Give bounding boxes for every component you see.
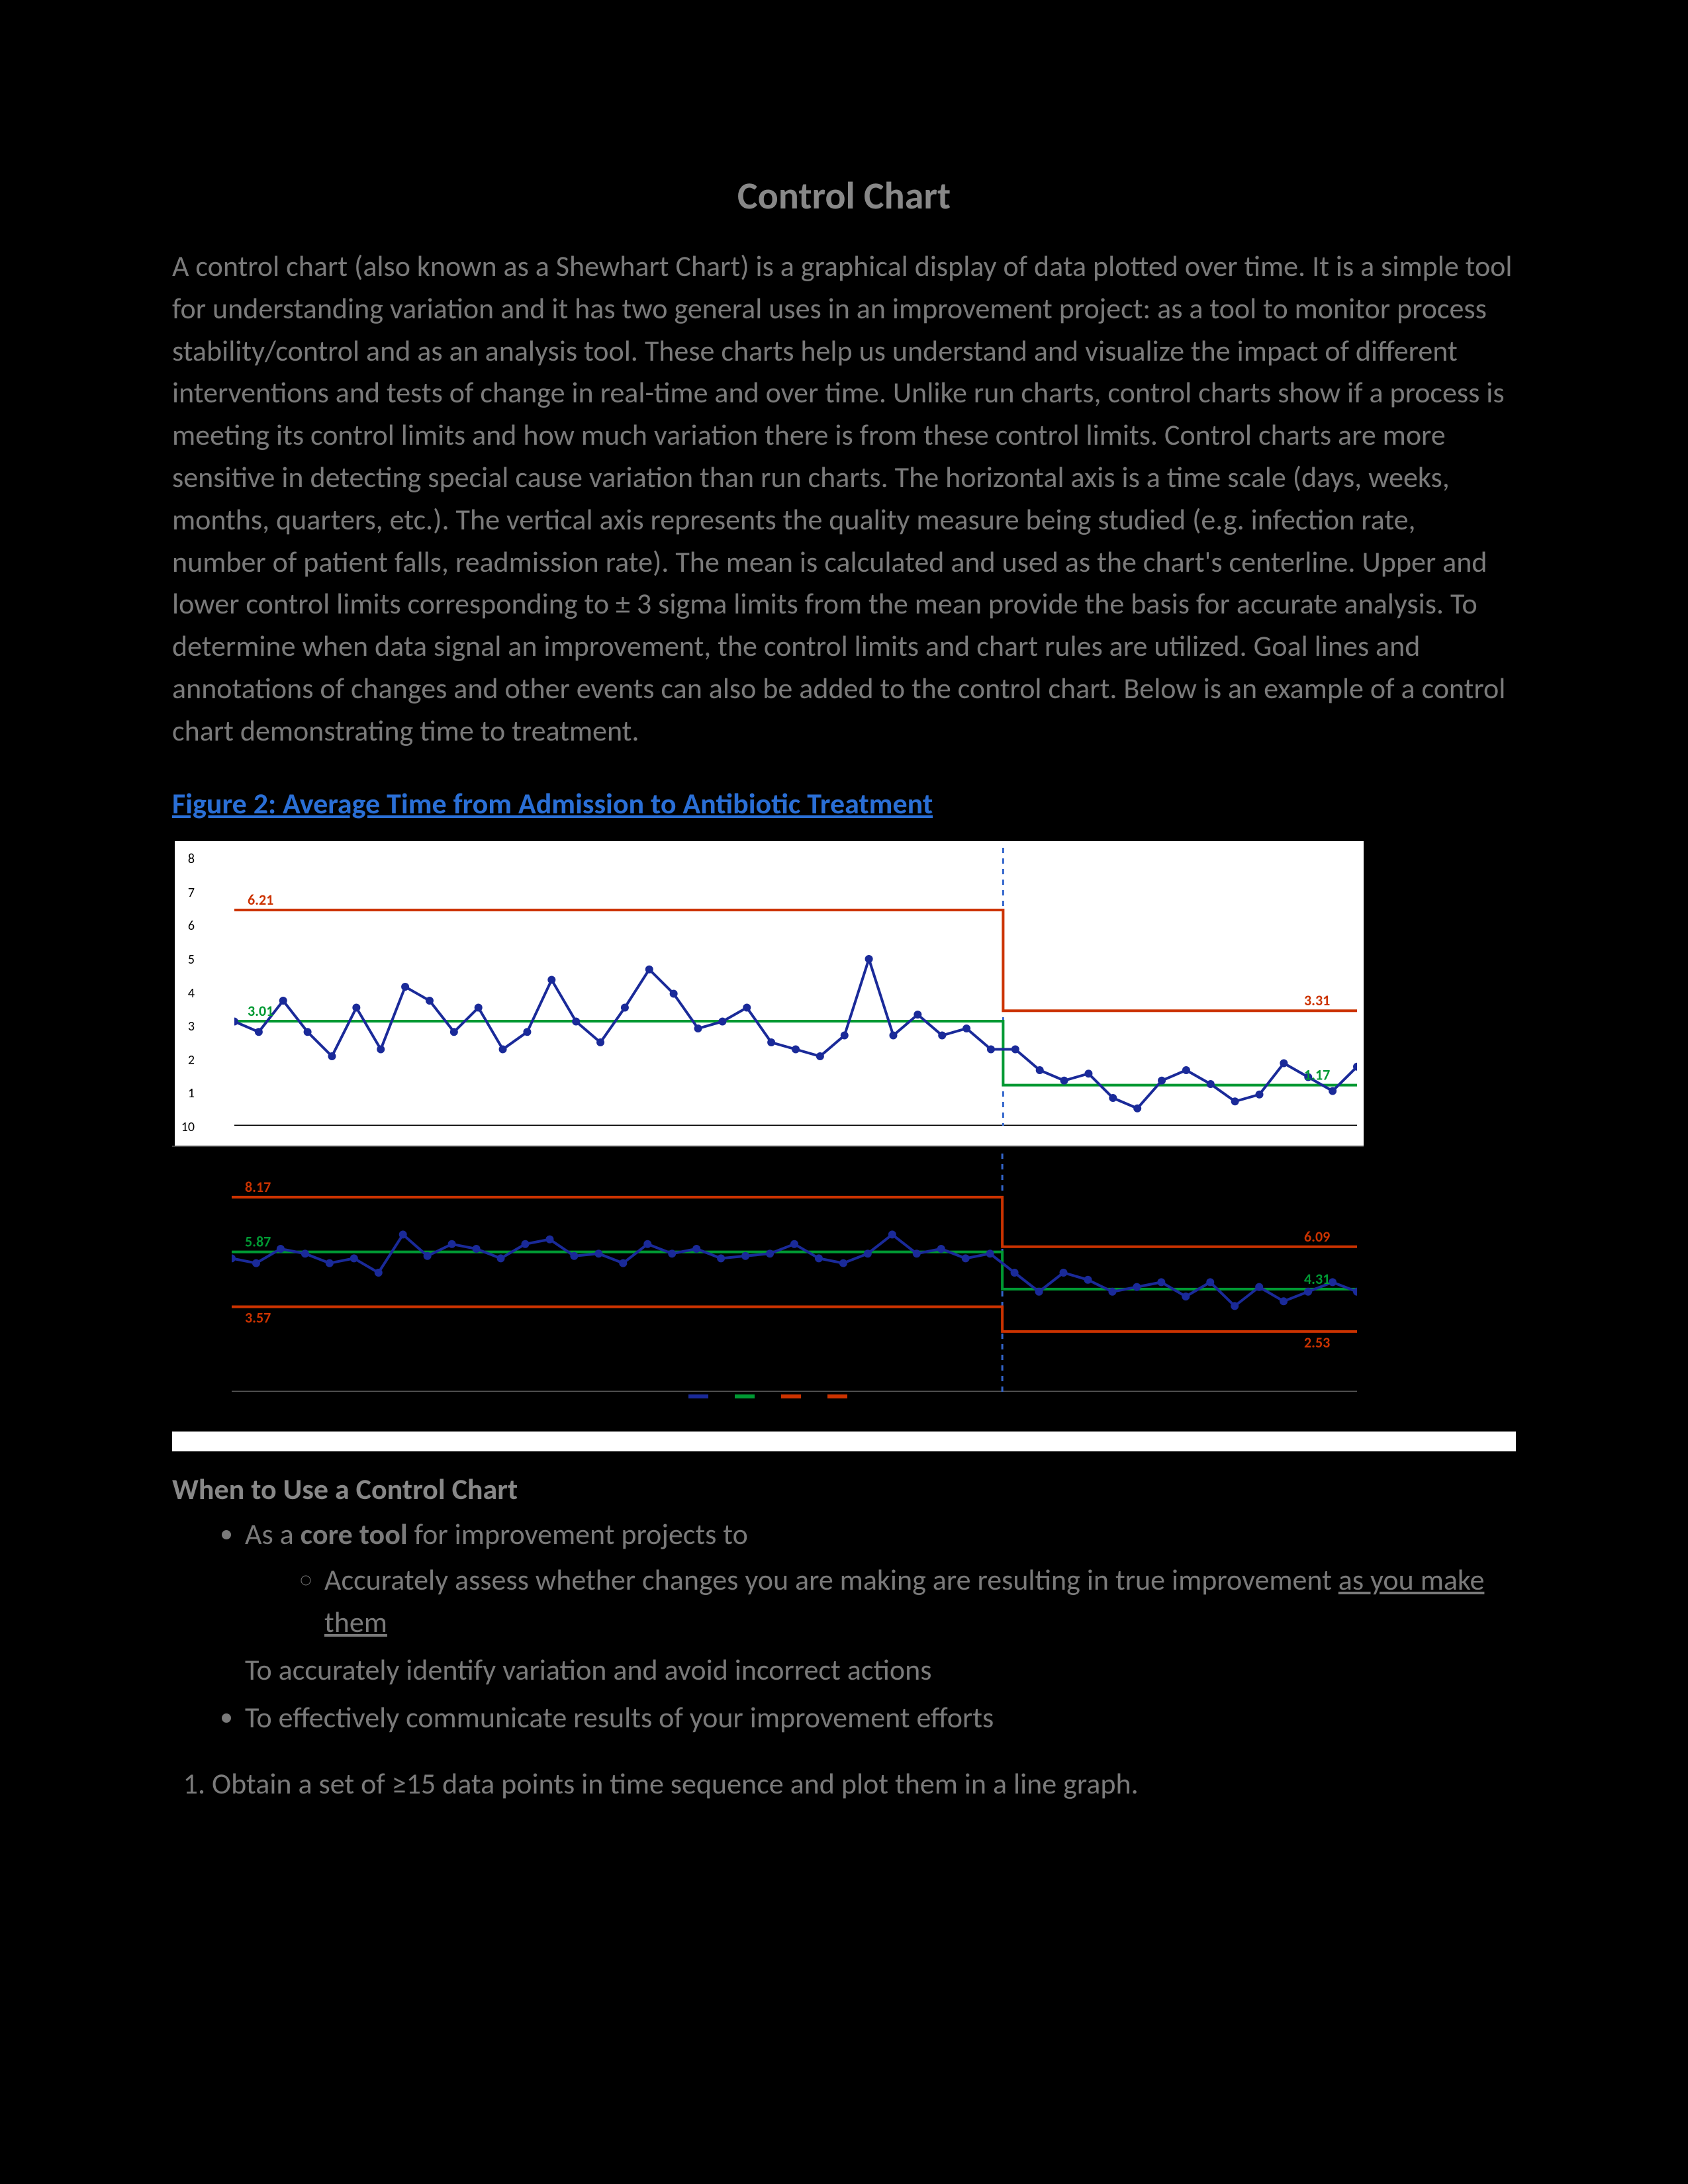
chart-top-panel: 8 7 6 5 4 3 2 1 10 6.21 3.31 3.01 1.17 bbox=[172, 841, 1364, 1146]
svg-text:1.17: 1.17 bbox=[1304, 1066, 1330, 1083]
ytick: 4 bbox=[188, 985, 195, 1001]
when-to-use-list: As a core tool for improvement projects … bbox=[172, 1514, 1516, 1739]
ytick: 6 bbox=[188, 918, 195, 934]
text-bold: core tool bbox=[301, 1516, 408, 1552]
svg-text:8.17: 8.17 bbox=[245, 1177, 271, 1195]
figure-link[interactable]: Figure 2: Average Time from Admission to… bbox=[172, 786, 933, 821]
page-title: Control Chart bbox=[172, 172, 1516, 219]
ytick: 7 bbox=[188, 885, 195, 901]
divider-bar bbox=[172, 1432, 1516, 1451]
ytick: 5 bbox=[188, 952, 195, 968]
list-item: Obtain a set of ≥15 data points in time … bbox=[212, 1766, 1516, 1801]
svg-text:4.31: 4.31 bbox=[1304, 1269, 1330, 1287]
ytick: 8 bbox=[188, 851, 195, 867]
list-item: Accurately assess whether changes you ar… bbox=[324, 1559, 1516, 1644]
intro-paragraph: A control chart (also known as a Shewhar… bbox=[172, 246, 1516, 752]
ytick: 2 bbox=[188, 1052, 195, 1068]
list-item: As a core tool for improvement projects … bbox=[245, 1514, 1516, 1692]
svg-text:2.53: 2.53 bbox=[1304, 1333, 1330, 1351]
legend-ucl bbox=[781, 1387, 801, 1406]
chart-legend bbox=[172, 1387, 1364, 1406]
steps-list: Obtain a set of ≥15 data points in time … bbox=[172, 1766, 1516, 1801]
text: As a bbox=[245, 1516, 301, 1552]
legend-data bbox=[688, 1387, 708, 1406]
svg-text:3.31: 3.31 bbox=[1304, 991, 1330, 1009]
svg-text:5.87: 5.87 bbox=[245, 1232, 271, 1250]
chart-plot-bottom: 8.17 6.09 5.87 4.31 3.57 2.53 bbox=[232, 1154, 1357, 1392]
list-item: To effectively communicate results of yo… bbox=[245, 1697, 1516, 1739]
ytick: 3 bbox=[188, 1019, 195, 1034]
ytick: 1 bbox=[188, 1085, 195, 1101]
text: for improvement projects to bbox=[408, 1516, 748, 1552]
svg-text:6.21: 6.21 bbox=[248, 891, 273, 909]
legend-lcl bbox=[827, 1387, 847, 1406]
svg-text:3.01: 3.01 bbox=[248, 1002, 273, 1020]
text: Accurately assess whether changes you ar… bbox=[324, 1562, 1338, 1598]
svg-text:6.09: 6.09 bbox=[1304, 1227, 1330, 1245]
chart-plot-top: 6.21 3.31 3.01 1.17 bbox=[234, 848, 1357, 1126]
y-axis-top: 8 7 6 5 4 3 2 1 10 bbox=[175, 841, 234, 1146]
text: To accurately identify variation and avo… bbox=[245, 1649, 1516, 1692]
chart-bottom-panel: 8.17 6.09 5.87 4.31 3.57 2.53 bbox=[172, 1146, 1364, 1412]
svg-text:3.57: 3.57 bbox=[245, 1308, 271, 1326]
legend-mean bbox=[735, 1387, 755, 1406]
section-heading: When to Use a Control Chart bbox=[172, 1471, 1516, 1507]
control-chart-figure: 8 7 6 5 4 3 2 1 10 6.21 3.31 3.01 1.17 8.17… bbox=[172, 841, 1364, 1412]
ytick: 10 bbox=[181, 1119, 195, 1135]
